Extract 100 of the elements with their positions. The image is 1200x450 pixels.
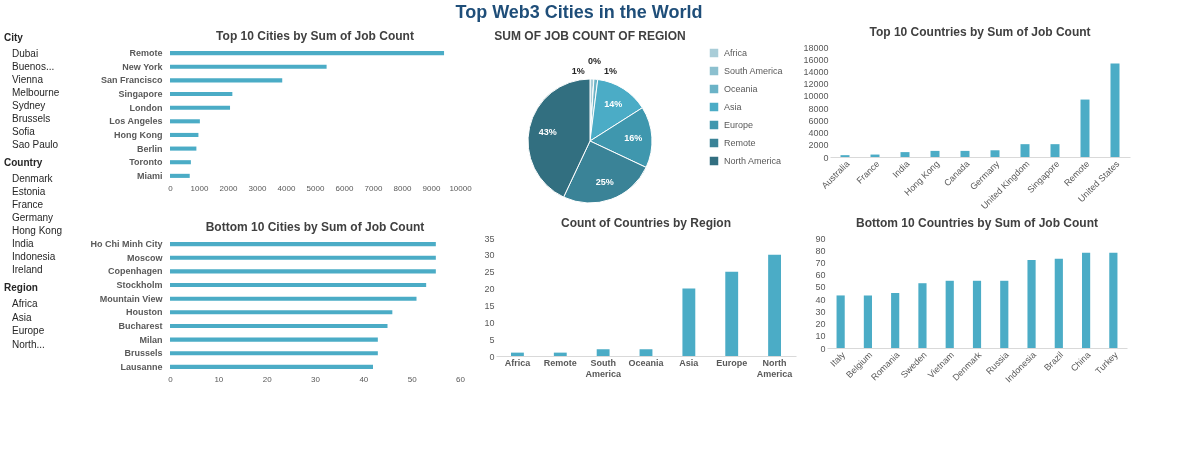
bar <box>170 255 436 260</box>
y-tick-label: 40 <box>815 294 826 305</box>
bar <box>170 78 283 83</box>
bar <box>170 119 200 124</box>
bar <box>990 150 1000 157</box>
y-tick-label: 4000 <box>808 128 829 139</box>
x-tick-label: Asia <box>679 357 700 368</box>
y-tick-label: 6000 <box>808 115 829 126</box>
y-tick-label: 90 <box>815 233 826 244</box>
y-tick-label: Miami <box>136 170 163 181</box>
x-tick-label: 40 <box>359 374 369 384</box>
x-tick-label: 2000 <box>219 183 238 193</box>
text: 0% <box>587 56 601 67</box>
y-tick-label: London <box>129 102 163 113</box>
bar <box>170 64 327 69</box>
y-tick-label: 14000 <box>803 66 829 77</box>
x-tick-label: Remote <box>543 357 577 368</box>
bar <box>1020 144 1030 157</box>
bar <box>170 296 417 301</box>
text: Region <box>4 282 38 293</box>
chart-title: Bottom 10 Countries by Sum of Job Count <box>856 216 1098 230</box>
x-tick-label: 6000 <box>335 183 354 193</box>
bar <box>1054 258 1063 348</box>
x-tick-label: South America <box>585 357 622 379</box>
y-tick-label: Houston <box>126 307 163 318</box>
bar <box>170 337 378 342</box>
y-tick-label: Berlin <box>136 143 163 154</box>
data-label: 16% <box>624 133 643 144</box>
bar <box>836 295 845 348</box>
y-tick-label: 10 <box>815 331 826 342</box>
bar <box>891 293 900 348</box>
bar <box>1109 252 1118 348</box>
bar <box>918 283 927 348</box>
bar <box>511 352 524 356</box>
bar <box>682 288 696 356</box>
bar <box>170 269 436 274</box>
text: Ireland <box>12 264 43 276</box>
x-tick-label: 1000 <box>190 183 209 193</box>
chart-title: Count of Countries by Region <box>561 216 731 230</box>
text: Indonesia <box>12 251 56 263</box>
chart-title: SUM OF JOB COUNT OF REGION <box>494 29 686 43</box>
bar <box>639 349 653 356</box>
chart-title: Top 10 Cities by Sum of Job Count <box>216 29 414 43</box>
data-label: 43% <box>538 126 557 137</box>
x-tick-label: 5000 <box>306 183 325 193</box>
bar <box>553 352 567 356</box>
y-tick-label: 70 <box>815 257 826 268</box>
bar <box>170 323 388 328</box>
legend-label: Europe <box>724 120 754 130</box>
bar <box>900 152 910 157</box>
x-tick-label: 3000 <box>248 183 267 193</box>
x-tick-label: Italy <box>828 349 848 369</box>
y-tick-label: 30 <box>815 306 826 317</box>
y-tick-label: 2000 <box>808 140 829 151</box>
y-tick-label: 80 <box>815 245 826 256</box>
bar <box>972 280 982 348</box>
legend-label: Asia <box>724 102 742 112</box>
bar <box>930 150 940 157</box>
bar <box>1110 63 1120 157</box>
y-tick-label: 50 <box>815 282 826 293</box>
legend-label: Africa <box>724 48 748 58</box>
y-tick-label: 10 <box>484 317 495 328</box>
bar <box>170 351 378 356</box>
bar <box>863 295 872 348</box>
text: India <box>12 238 35 250</box>
text: Buenos... <box>12 60 55 72</box>
chart-title: Bottom 10 Cities by Sum of Job Count <box>205 220 425 234</box>
bar <box>170 92 233 97</box>
y-tick-label: 20 <box>815 319 826 330</box>
x-tick-label: North America <box>756 357 794 379</box>
y-tick-label: Copenhagen <box>107 266 163 277</box>
y-tick-label: Singapore <box>118 89 163 100</box>
bar <box>170 364 373 369</box>
x-tick-label: 0 <box>168 183 174 193</box>
x-tick-label: Africa <box>504 357 532 368</box>
text: Country <box>4 157 43 168</box>
x-tick-label: 10 <box>214 374 224 384</box>
x-tick-label: Oceania <box>628 357 665 368</box>
y-tick-label: Moscow <box>126 252 164 263</box>
bar <box>170 310 393 315</box>
bar <box>768 254 781 356</box>
text: Europe <box>12 325 45 337</box>
y-tick-label: 35 <box>484 233 495 244</box>
y-tick-label: San Francisco <box>100 75 163 86</box>
x-tick-label: 50 <box>407 374 418 384</box>
y-tick-label: 30 <box>484 250 495 261</box>
y-tick-label: Remote <box>129 48 163 59</box>
y-tick-label: Los Angeles <box>109 116 163 127</box>
data-label: 1% <box>604 66 618 77</box>
x-tick-label: 0 <box>168 374 174 384</box>
text: Africa <box>12 297 38 309</box>
text: Hong Kong <box>12 225 63 237</box>
x-tick-label: 4000 <box>277 183 296 193</box>
data-label: 1% <box>571 66 585 77</box>
chart-title: Top 10 Countries by Sum of Job Count <box>869 25 1091 39</box>
text: Sofia <box>12 126 36 138</box>
data-label: 25% <box>595 176 614 187</box>
bar <box>945 280 954 348</box>
text: Vienna <box>12 73 44 85</box>
x-tick-label: 7000 <box>364 183 383 193</box>
